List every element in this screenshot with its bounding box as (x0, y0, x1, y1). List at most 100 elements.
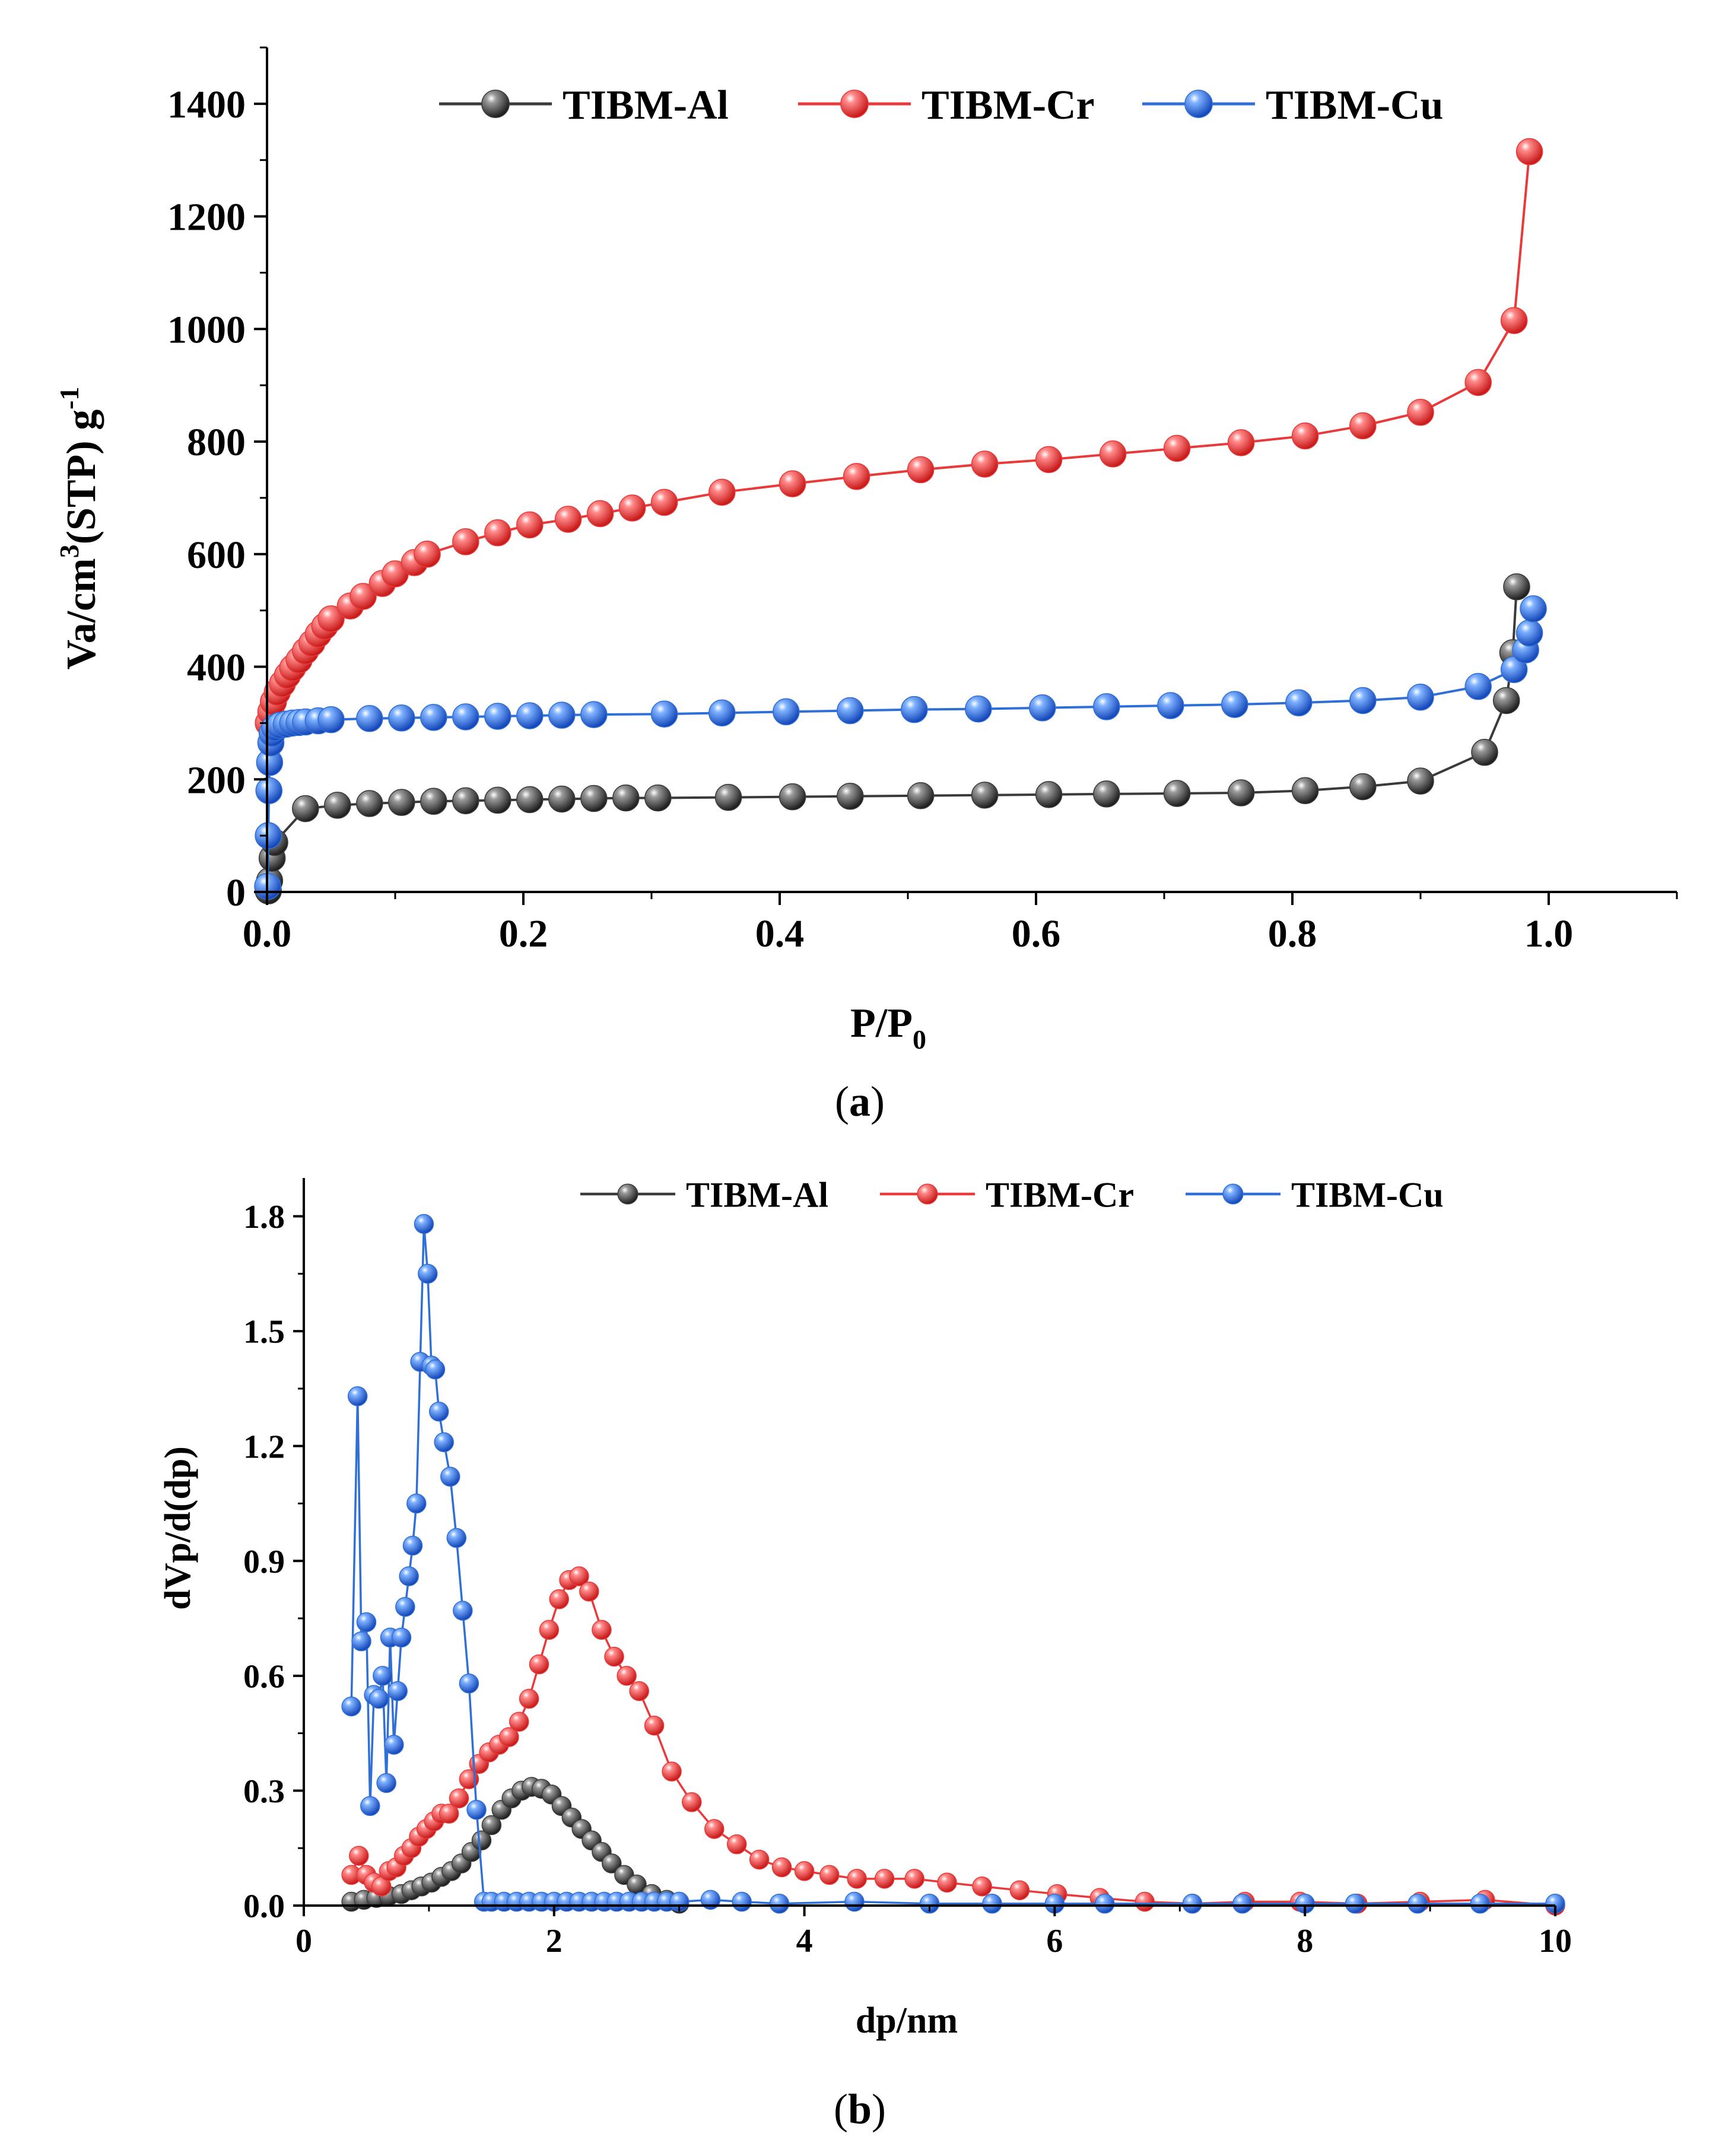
panel-a-data-point (1520, 595, 1547, 623)
panel-a-y-tick-label: 0 (226, 871, 246, 915)
panel-b-data-point (972, 1876, 992, 1897)
panel-b-data-point (471, 1830, 492, 1851)
panel-b-data-point (726, 1834, 747, 1855)
panel-a-data-point (1291, 777, 1319, 804)
panel-a-data-point (414, 541, 441, 568)
panel-a-legend-label: TIBM-Al (563, 82, 729, 128)
panel-a-data-point (1035, 781, 1063, 808)
panel-b-data-point (429, 1401, 449, 1422)
panel-a-series-tibm-cu (254, 595, 1547, 900)
panel-a-data-point (773, 698, 800, 726)
panel-a-data-point (420, 788, 447, 815)
panel-b-legend-label: TIBM-Al (686, 1176, 828, 1215)
panel-b-data-point (1232, 1894, 1253, 1914)
panel-a-y-tick-label: 200 (187, 758, 246, 802)
panel-a-xlabel-sub: 0 (913, 1024, 926, 1055)
panel-a-data-point (324, 792, 351, 819)
panel-a-data-point (554, 506, 582, 533)
panel-b-data-point (847, 1869, 867, 1889)
panel-b-ylabel: dVp/d(dp) (158, 1446, 198, 1610)
panel-a-ylabel-mid: (STP) g (59, 409, 104, 545)
panel-b-x-tick-label: 4 (796, 1923, 813, 1960)
panel-b-data-point (391, 1627, 412, 1648)
panel-a-data-point (516, 511, 544, 539)
panel-b-data-point (919, 1894, 940, 1914)
panel-a-data-point (1029, 694, 1056, 722)
panel-b-data-point (1009, 1880, 1030, 1900)
panel-b-legend-label: TIBM-Cr (986, 1176, 1134, 1215)
panel-a-x-tick-label: 0.6 (1012, 912, 1061, 955)
panel-a-data-point (516, 786, 544, 814)
panel-b-data-point (481, 1815, 502, 1836)
panel-b-data-point (356, 1612, 377, 1633)
panel-a-plot-area (254, 138, 1547, 904)
panel-a-data-point (714, 783, 742, 811)
panel-a-data-point (1492, 687, 1520, 715)
panel-b-data-point (982, 1894, 1002, 1914)
panel-b-legend-label: TIBM-Cu (1291, 1176, 1444, 1215)
panel-a-x-tick-label: 0.4 (755, 912, 805, 955)
panel-a-data-point (1285, 689, 1313, 716)
panel-a-data-point (1503, 573, 1530, 601)
panel-b-data-point (662, 1761, 682, 1782)
panel-b-data-point (414, 1214, 434, 1234)
panel-b-data-point (440, 1466, 460, 1487)
panel-a-data-point (779, 470, 806, 497)
panel-a-legend-label: TIBM-Cu (1266, 82, 1443, 128)
panel-a-data-point (1163, 434, 1191, 462)
panel-b-legend-marker (617, 1183, 638, 1205)
panel-b: 0 2 4 6 8 100.00.30.60.91.21.51.8 TIBM-Al TIBM… (158, 1176, 1572, 2133)
panel-a-ylabel: Va/cm3(STP) g-1 (54, 387, 104, 670)
panel-a-data-point (388, 704, 415, 732)
panel-a-y-tick-label: 1400 (167, 83, 246, 126)
panel-b-caption: (b) (834, 2085, 886, 2133)
panel-a-data-point (1093, 780, 1120, 808)
panel-b-data-point (644, 1715, 665, 1736)
panel-a-data-point (1464, 672, 1492, 700)
panel-a-ylabel-pre: Va/cm (59, 558, 104, 669)
panel-a-caption-letter: a (849, 1078, 870, 1125)
panel-a-data-point (907, 782, 935, 809)
panel-a-data-point (484, 703, 511, 730)
panel-a-data-point (1464, 369, 1492, 396)
panel-b-plot-area (341, 1214, 1565, 1916)
panel-a-data-point (548, 701, 576, 729)
panel-a-data-point (452, 703, 479, 731)
panel-a-data-point (1227, 779, 1255, 806)
panel-a-data-point (420, 704, 447, 731)
panel-a-data-point (837, 697, 864, 725)
panel-a-data-point (843, 463, 870, 490)
panel-a-data-point (484, 519, 511, 547)
panel-a-caption: (a) (835, 1078, 885, 1125)
panel-a-data-point (1093, 693, 1120, 720)
panel-a-data-point (516, 702, 544, 729)
panel-b-data-point (592, 1620, 612, 1640)
panel-b-x-tick-label: 6 (1046, 1923, 1063, 1960)
panel-b-data-point (1135, 1891, 1155, 1912)
panel-a-data-point (1221, 691, 1248, 718)
panel-a-data-point (1349, 412, 1377, 440)
panel-a-x-tick-label: 0.0 (243, 912, 292, 955)
panel-b-data-point (569, 1566, 589, 1586)
panel-a-legend: TIBM-Al TIBM-Cr TIBM-Cu (439, 82, 1443, 128)
panel-b-data-point (602, 1853, 622, 1874)
panel-b-data-point (1470, 1894, 1491, 1914)
panel-a-data-point (1515, 619, 1543, 647)
panel-b-data-point (466, 1799, 487, 1820)
panel-a-data-point (349, 583, 377, 610)
panel-a-data-point (1515, 138, 1543, 166)
panel-a-data-point (484, 786, 511, 814)
panel-a-y-tick-label: 1000 (167, 308, 246, 351)
panel-b-data-point (387, 1681, 408, 1701)
panel-b-data-point (434, 1432, 454, 1452)
panel-a-data-point (255, 777, 282, 804)
panel-b-x-tick-label: 0 (295, 1923, 312, 1960)
panel-b-data-point (769, 1894, 790, 1914)
panel-a-data-point (837, 782, 864, 810)
panel-b-x-tick-label: 10 (1539, 1923, 1572, 1960)
panel-a-data-point (1407, 398, 1434, 426)
panel-b-y-tick-label: 1.8 (243, 1199, 285, 1236)
panel-a-legend-label: TIBM-Cr (922, 82, 1095, 128)
panel-a-data-point (1291, 422, 1319, 450)
panel-a-data-point (618, 494, 646, 522)
